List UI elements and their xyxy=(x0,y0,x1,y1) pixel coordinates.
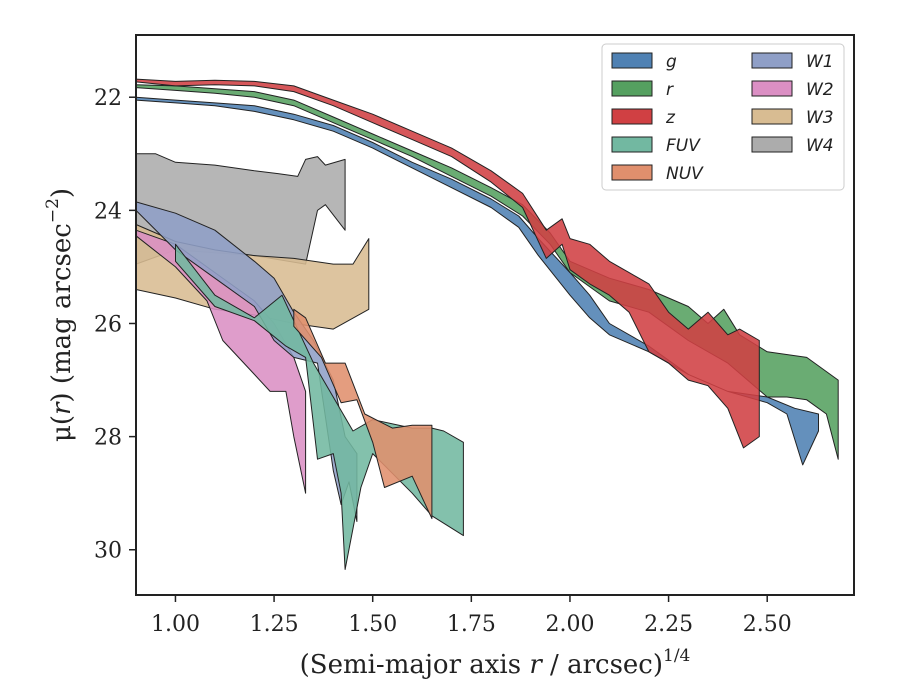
x-tick-label: 1.25 xyxy=(250,612,299,637)
legend-label-w1: W1 xyxy=(806,52,834,72)
x-axis-label: (Semi-major axis r / arcsec)1/4 xyxy=(300,646,691,680)
x-tick-label: 1.75 xyxy=(447,612,496,637)
legend-label-w3: W3 xyxy=(806,108,834,128)
x-tick-label: 1.00 xyxy=(151,612,200,637)
y-tick-label: 28 xyxy=(94,426,122,451)
legend-label-w4: W4 xyxy=(806,136,834,156)
legend-swatch-fuv xyxy=(611,136,653,153)
legend-label-w2: W2 xyxy=(806,80,834,100)
y-axis-label: μ(r) (mag arcsec−2) xyxy=(43,188,77,442)
x-tick-label: 2.25 xyxy=(644,612,693,637)
y-tick-label: 24 xyxy=(94,199,122,224)
y-tick-label: 26 xyxy=(94,312,122,337)
legend-swatch-r xyxy=(611,80,653,97)
legend: grz FUV NUV W1 W2 W3 W4 xyxy=(601,43,845,191)
band-g xyxy=(135,96,819,466)
band-fuv xyxy=(175,243,464,570)
legend-swatch-w2 xyxy=(751,80,793,97)
legend-label-r: r xyxy=(666,80,674,100)
series-layer xyxy=(135,78,839,570)
y-tick-label: 22 xyxy=(94,86,122,111)
legend-label-g: g xyxy=(666,52,677,72)
band-nuv xyxy=(293,308,433,520)
legend-label-fuv: FUV xyxy=(666,136,701,156)
ticks-layer: 1.00 1.25 1.50 1.75 2.00 2.25 2.50 22 24 26 28 30 xyxy=(94,86,792,637)
band-r xyxy=(135,84,839,460)
legend-swatch-w4 xyxy=(751,136,793,153)
legend-label-nuv: NUV xyxy=(666,164,704,184)
legend-swatch-z xyxy=(611,108,653,125)
y-tick-label: 30 xyxy=(94,539,122,564)
legend-swatch-nuv xyxy=(611,164,653,181)
band-z xyxy=(135,78,760,449)
legend-label-z: z xyxy=(665,108,676,128)
x-tick-label: 2.00 xyxy=(545,612,594,637)
x-tick-label: 1.50 xyxy=(348,612,397,637)
x-tick-label: 2.50 xyxy=(743,612,792,637)
legend-swatch-g xyxy=(611,52,653,69)
legend-swatch-w1 xyxy=(751,52,793,69)
plot-frame xyxy=(135,34,855,596)
legend-swatch-w3 xyxy=(751,108,793,125)
